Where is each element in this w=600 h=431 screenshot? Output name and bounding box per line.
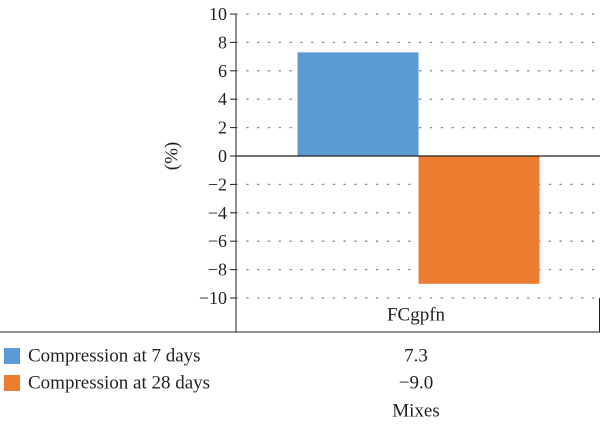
bar-compression-28-days — [418, 156, 540, 284]
data-table-value: 7.3 — [404, 346, 428, 367]
legend-label: Compression at 7 days — [28, 346, 201, 367]
legend-swatch — [4, 375, 20, 391]
y-tick-label: 6 — [218, 61, 227, 81]
data-table: FCgpfn Compression at 7 days 7.3 Compressio… — [0, 298, 600, 422]
y-tick-label: 2 — [218, 118, 227, 138]
axes: 10 8 6 4 2 0 −2 −4 −6 −8 −10 (%) — [162, 4, 600, 308]
y-tick-label: 4 — [218, 89, 227, 109]
legend-swatch — [4, 348, 20, 364]
bar-compression-7-days — [297, 52, 419, 157]
bars — [297, 52, 540, 284]
y-tick-label: −10 — [199, 288, 227, 308]
data-table-value: −9.0 — [399, 373, 433, 394]
y-tick-label: −6 — [208, 231, 227, 251]
y-axis-title: (%) — [162, 142, 183, 170]
x-axis-title: Mixes — [392, 401, 440, 422]
y-tick-label: 0 — [218, 146, 227, 166]
y-tick-label: −2 — [208, 174, 227, 194]
y-tick-label: −8 — [208, 260, 227, 280]
y-tick-label: 8 — [218, 32, 227, 52]
y-tick-label: −4 — [208, 203, 227, 223]
category-label: FCgpfn — [387, 305, 446, 326]
legend-label: Compression at 28 days — [28, 373, 210, 394]
y-tick-label: 10 — [209, 4, 227, 24]
